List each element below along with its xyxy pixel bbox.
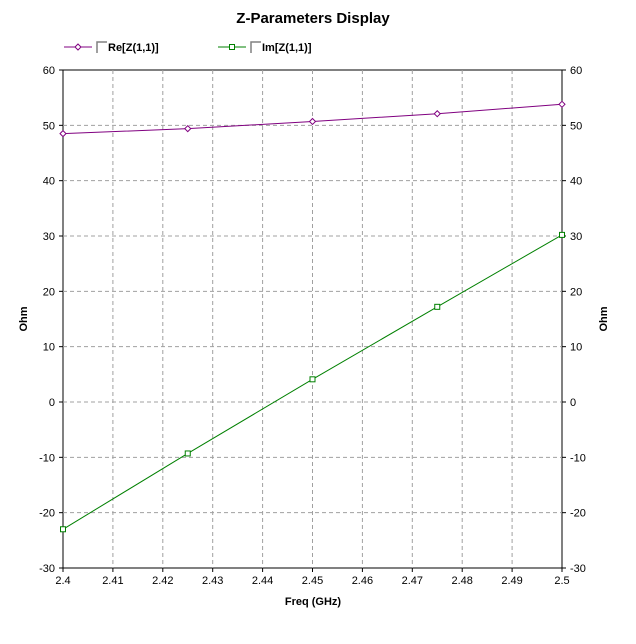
legend-label: Re[Z(1,1)] <box>108 42 159 54</box>
legend-marker <box>74 43 82 51</box>
legend-item-1: Im[Z(1,1)] <box>218 41 312 54</box>
x-tick-label: 2.47 <box>402 575 423 587</box>
data-point <box>309 376 316 383</box>
y-tick-label-left: 20 <box>43 286 55 298</box>
y-tick-label-left: 40 <box>43 176 55 188</box>
x-tick-label: 2.49 <box>501 575 522 587</box>
x-tick-label: 2.45 <box>302 575 323 587</box>
y-tick-label-right: 20 <box>570 286 582 298</box>
y-tick-label-right: -20 <box>570 508 586 520</box>
axis-ticks: 2.4 2.41 2.42 2.43 2.44 2.45 2.46 2.47 2.48 2.49 2… <box>39 65 586 587</box>
y-tick-label-right: 30 <box>570 231 582 243</box>
data-point <box>558 100 566 109</box>
data-point <box>559 231 565 238</box>
x-tick-label: 2.43 <box>202 575 223 587</box>
legend: Re[Z(1,1)] Im[Z(1,1)] <box>64 41 312 54</box>
series-1 <box>60 231 565 533</box>
y-tick-label-left: -30 <box>39 563 55 575</box>
x-tick-label: 2.48 <box>451 575 472 587</box>
y-tick-label-left: -10 <box>39 452 55 464</box>
y-tick-label-right: 60 <box>570 65 582 77</box>
data-point <box>184 450 191 457</box>
y-tick-label-left: 10 <box>43 342 55 354</box>
x-axis-label: Freq (GHz) <box>285 596 342 608</box>
data-point <box>308 117 317 126</box>
y-tick-label-right: 0 <box>570 397 576 409</box>
x-tick-label: 2.4 <box>55 575 70 587</box>
data-point <box>60 526 66 533</box>
legend-checkbox-icon <box>96 41 107 53</box>
data-point <box>59 129 67 138</box>
x-tick-label: 2.42 <box>152 575 173 587</box>
y-tick-label-left: 50 <box>43 120 55 132</box>
x-tick-label: 2.46 <box>352 575 373 587</box>
y-tick-label-right: 40 <box>570 176 582 188</box>
chart-title: Z-Parameters Display <box>236 10 390 27</box>
y-tick-label-right: -30 <box>570 563 586 575</box>
legend-item-0: Re[Z(1,1)] <box>64 41 159 54</box>
grid <box>63 70 562 568</box>
data-point <box>434 303 441 310</box>
y-axis-label-left: Ohm <box>18 306 30 331</box>
y-axis-label-right: Ohm <box>598 306 610 331</box>
y-tick-label-left: 30 <box>43 231 55 243</box>
data-point <box>184 124 192 133</box>
y-tick-label-right: -10 <box>570 452 586 464</box>
legend-checkbox-icon <box>250 41 261 53</box>
x-tick-label: 2.5 <box>554 575 569 587</box>
legend-marker <box>229 44 235 50</box>
data-point <box>433 110 441 118</box>
y-tick-label-right: 50 <box>570 120 582 132</box>
x-tick-label: 2.41 <box>102 575 123 587</box>
x-tick-label: 2.44 <box>252 575 273 587</box>
y-tick-label-left: 60 <box>43 65 55 77</box>
y-tick-label-left: -20 <box>39 508 55 520</box>
series-0 <box>59 100 566 138</box>
series-layer <box>59 100 566 533</box>
y-tick-label-right: 10 <box>570 342 582 354</box>
legend-label: Im[Z(1,1)] <box>262 42 312 54</box>
y-tick-label-left: 0 <box>49 397 55 409</box>
